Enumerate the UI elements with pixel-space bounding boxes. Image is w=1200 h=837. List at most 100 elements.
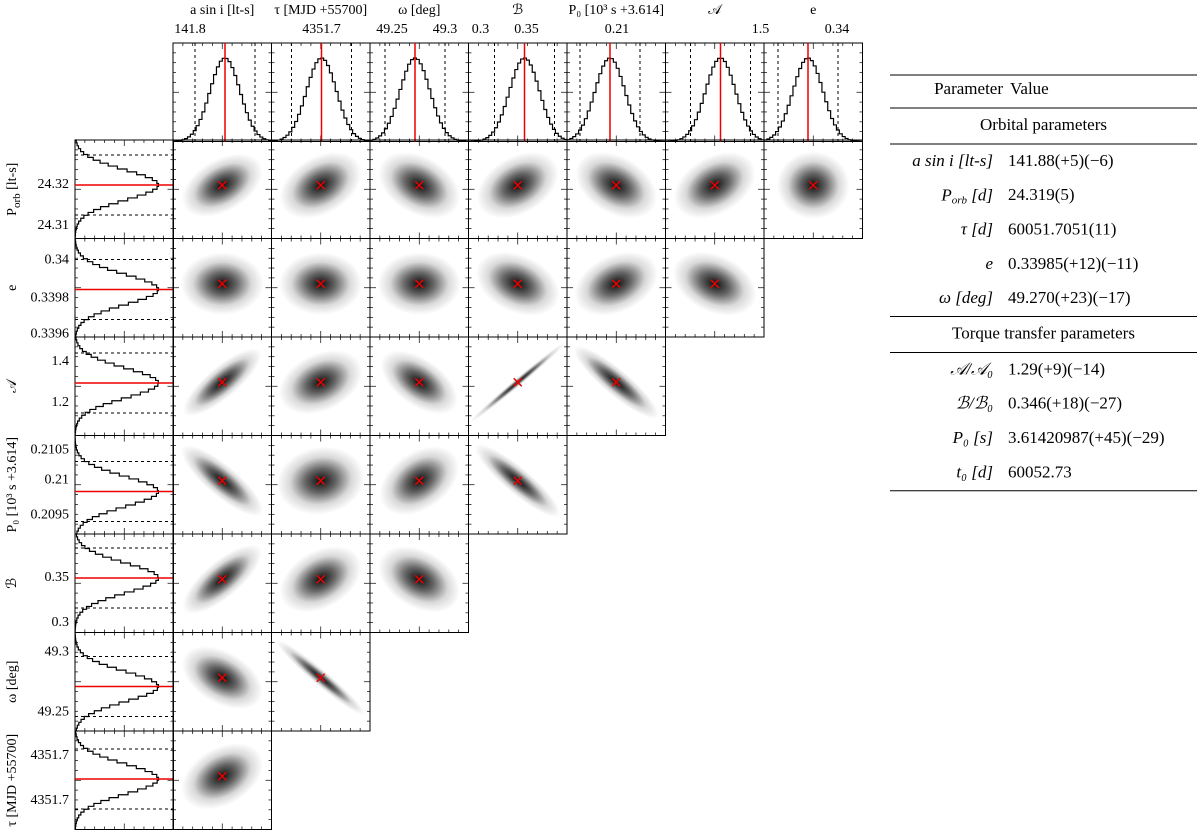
column-label: a sin i [lt-s] [190,3,254,18]
section-title: Torque transfer parameters [952,323,1135,342]
row-label: Porb [lt-s] [5,163,22,216]
column-label: ω [deg] [398,3,440,18]
histogram [74,533,159,633]
best-value-marker [710,180,720,190]
parameter-name: 𝒜/𝒜₀ [950,359,993,378]
parameter-value: 24.319(5) [1008,185,1075,204]
x-tick-label: 0.21 [605,22,630,37]
best-value-marker [414,180,424,190]
parameter-value: 60052.73 [1008,462,1072,481]
best-value-marker [217,574,227,584]
best-value-marker [316,377,326,387]
y-tick-label: 0.35 [45,570,70,585]
parameter-value: 1.29(+9)(−14) [1008,359,1105,378]
y-tick-label: 0.21 [45,473,70,488]
y-tick-label: 1.2 [52,395,70,410]
x-tick-label: 49.3 [433,22,458,37]
y-tick-label: 49.25 [38,705,70,720]
parameter-value: 0.346(+18)(−27) [1008,394,1122,413]
y-tick-label: 1.4 [52,354,70,369]
x-tick-label: 141.8 [174,22,206,37]
best-value-marker [316,476,326,486]
column-label: P₀ [10³ s +3.614] [568,3,664,18]
histogram [74,730,160,830]
y-tick-label: 24.32 [38,177,70,192]
x-tick-label: 4351.7 [302,22,341,37]
best-value-marker [414,279,424,289]
parameter-value: 0.33985(+12)(−11) [1008,254,1138,273]
best-value-marker [611,377,621,387]
parameter-name: P₀ [s] [952,428,993,447]
row-label: 𝒜 [5,378,20,393]
parameter-value: 3.61420987(+45)(−29) [1008,428,1165,447]
table-header: Parameter [934,79,1003,98]
column-label: ℬ [512,3,523,18]
x-tick-label: 0.35 [514,22,539,37]
parameter-name: t₀ [d] [956,462,993,481]
best-value-marker [217,180,227,190]
histogram [566,57,666,142]
histogram [664,57,764,142]
best-value-marker [414,377,424,387]
best-value-marker [316,673,326,683]
parameter-name-part: P [940,185,951,204]
best-value-marker [217,279,227,289]
row-label: P₀ [10³ s +3.614] [5,437,20,533]
best-value-marker [808,180,818,190]
best-value-marker [611,279,621,289]
histogram [74,434,160,534]
y-tick-label: 0.3396 [31,327,70,342]
parameter-name-part: orb [952,194,968,206]
best-value-marker [217,771,227,781]
best-value-marker [513,279,523,289]
best-value-marker [513,180,523,190]
x-tick-label: 0.3 [472,22,490,37]
row-label: ℬ [5,578,20,589]
histogram [74,237,160,337]
parameter-name: τ [d] [961,220,993,239]
best-value-marker [316,574,326,584]
parameter-name-part: [d] [967,185,993,204]
column-label: τ [MJD +55700] [274,3,367,18]
column-label: 𝒜 [708,3,723,18]
y-tick-label: 4351.7 [31,793,70,808]
best-value-marker [217,673,227,683]
y-tick-label: 0.3398 [31,291,70,306]
parameter-name: ω [deg] [939,288,993,307]
y-tick-label: 4351.7 [31,748,70,763]
y-tick-label: 0.34 [45,253,70,268]
best-value-marker [316,180,326,190]
histogram [172,57,272,142]
x-tick-label: 1.5 [752,22,770,37]
parameter-name: a sin i [lt-s] [912,151,993,170]
x-tick-label: 0.34 [825,22,850,37]
parameter-value: 141.88(+5)(−6) [1008,151,1114,170]
best-value-marker [316,279,326,289]
y-tick-label: 0.2105 [31,443,70,458]
y-tick-label: 0.3 [52,615,70,630]
y-tick-label: 49.3 [45,645,70,660]
best-value-marker [513,377,523,387]
parameter-value: 49.270(+23)(−17) [1008,288,1131,307]
best-value-marker [414,574,424,584]
row-label: τ [MJD +55700] [5,734,20,827]
row-label-part: orb [11,193,23,208]
row-label-part: [lt-s] [5,163,20,194]
column-label: e [810,3,816,18]
histogram [74,336,159,436]
best-value-marker [611,180,621,190]
best-value-marker [710,279,720,289]
best-value-marker [217,476,227,486]
table-header: Value [1010,79,1049,98]
row-label-part: P [5,208,20,216]
histogram [467,57,567,142]
section-title: Orbital parameters [980,115,1107,134]
y-tick-label: 0.2095 [31,508,70,523]
panel-frame [74,336,174,436]
parameter-name: Porb [d] [940,185,993,206]
parameter-name: e [985,254,993,273]
histogram [74,631,160,731]
x-tick-label: 49.25 [376,22,408,37]
